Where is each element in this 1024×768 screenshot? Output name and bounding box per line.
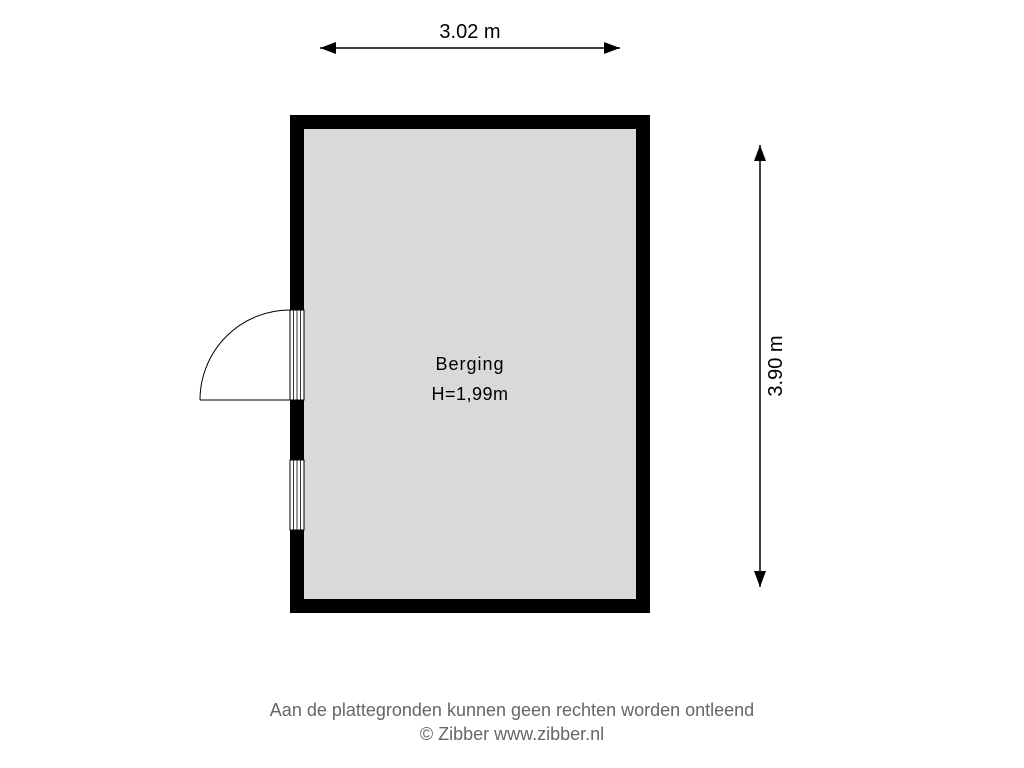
- dimension-height: 3.90 m: [754, 145, 787, 587]
- arrow-up-icon: [754, 145, 766, 161]
- door-swing-arc: [200, 310, 290, 400]
- footer-copyright: © Zibber www.zibber.nl: [420, 724, 604, 744]
- room-name-label: Berging: [435, 354, 504, 374]
- floorplan-canvas: Berging H=1,99m 3.02 m 3.90 m Aan de pla…: [0, 0, 1024, 768]
- dimension-height-label: 3.90 m: [765, 335, 787, 396]
- arrow-left-icon: [320, 42, 336, 54]
- arrow-down-icon: [754, 571, 766, 587]
- window: [290, 460, 304, 530]
- door: [200, 310, 304, 400]
- arrow-right-icon: [604, 42, 620, 54]
- dimension-width: 3.02 m: [320, 21, 620, 54]
- dimension-width-label: 3.02 m: [439, 21, 500, 43]
- footer-disclaimer: Aan de plattegronden kunnen geen rechten…: [270, 700, 754, 720]
- room-height-label: H=1,99m: [431, 384, 508, 404]
